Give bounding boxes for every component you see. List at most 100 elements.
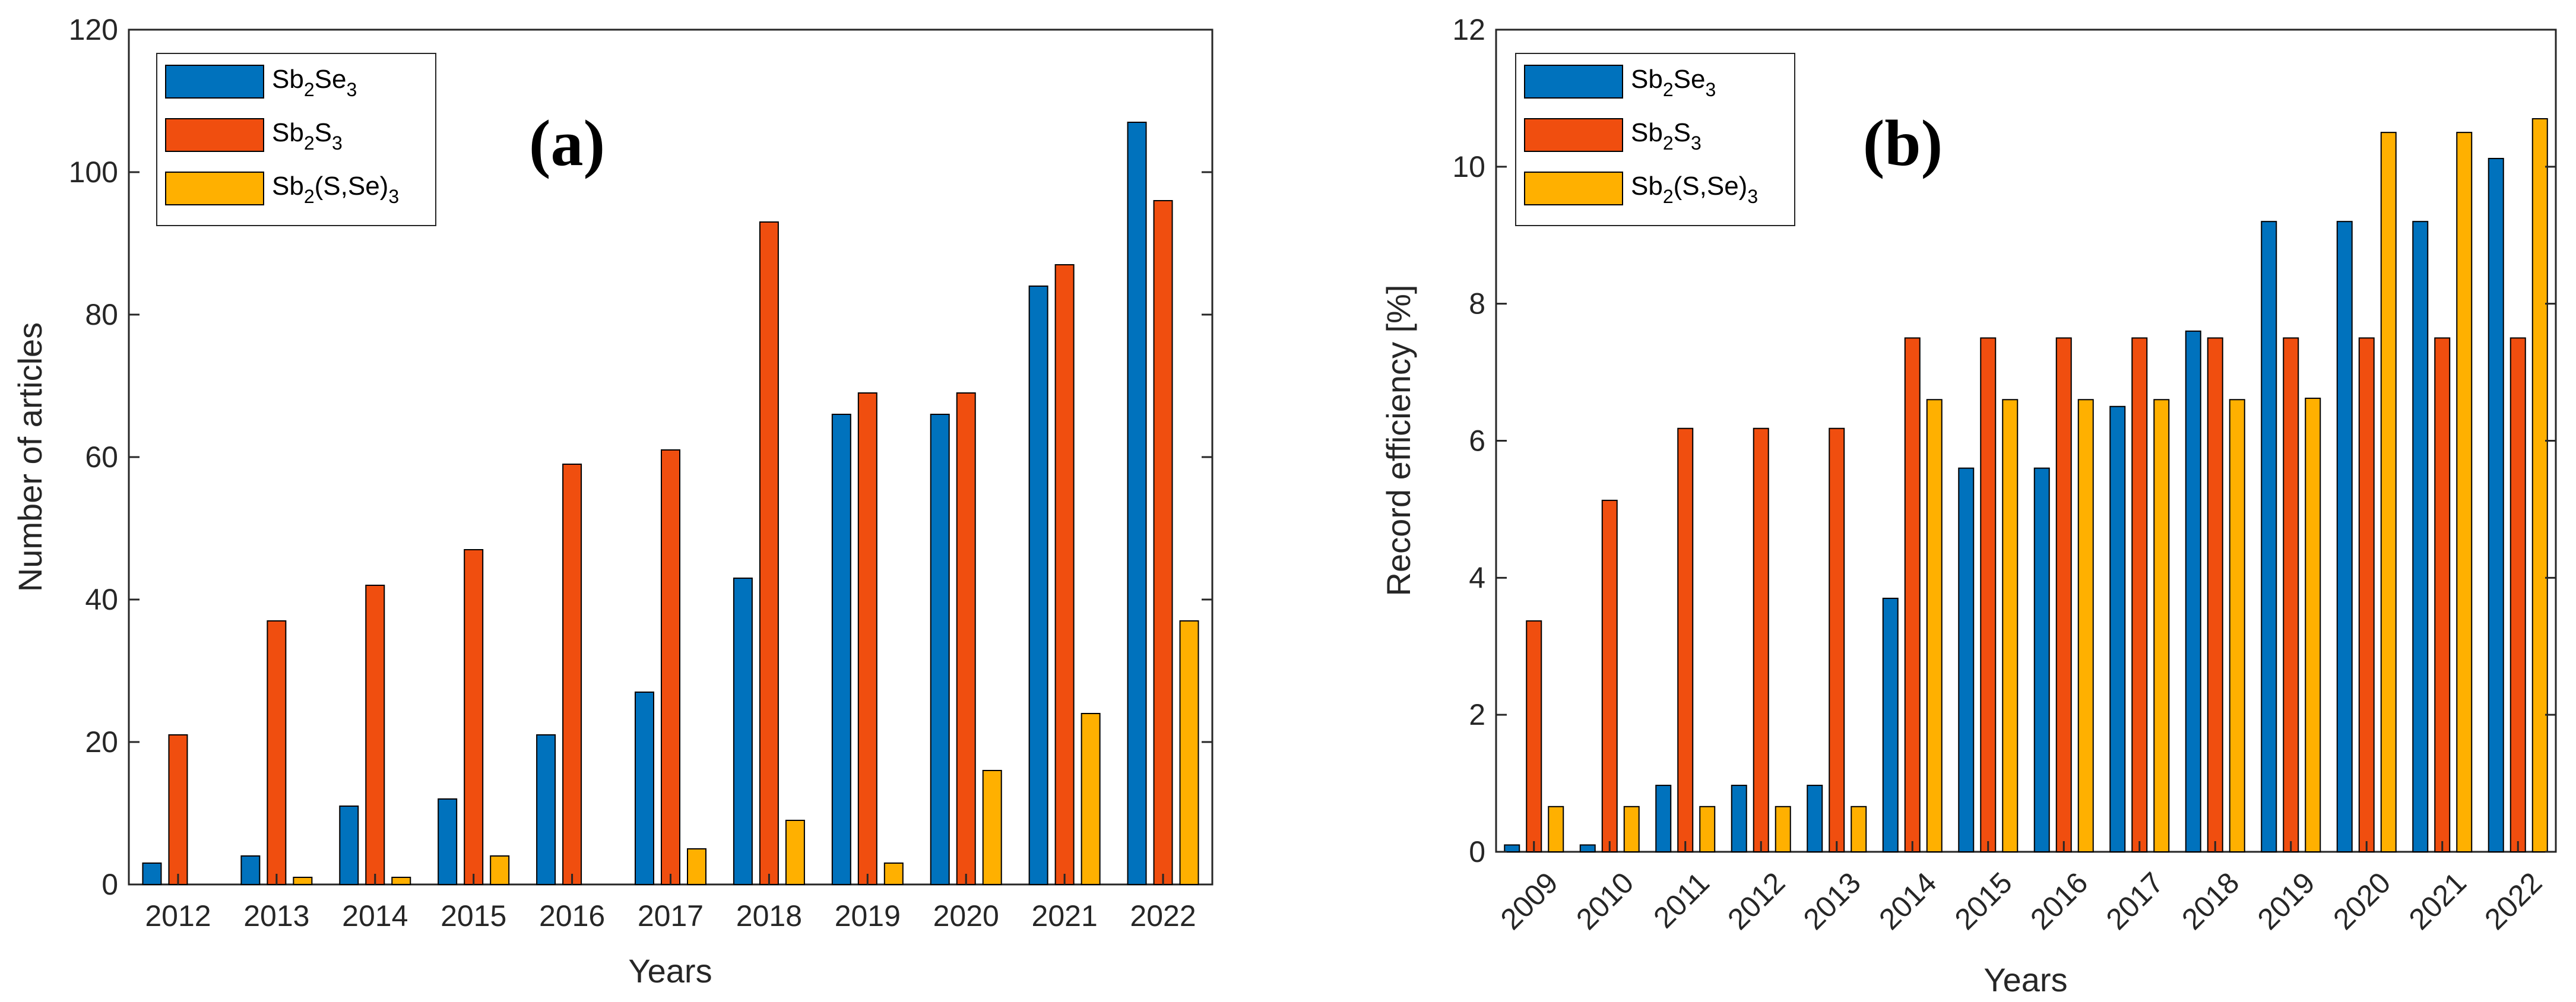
x-tick-label: 2013 [243,899,309,933]
bar-sb2s3-2015-b [1980,337,1997,853]
bar-sb2sse3-2020-a [982,770,1002,885]
bar-sb2s3-2013-b [1829,427,1845,852]
bars-b [1504,118,2548,853]
bar-sb2sse3-2014-a [391,877,411,885]
legend-swatch-sb2s3-a [165,118,264,152]
y-tick-label: 0 [1469,835,1485,868]
bar-sb2se3-2022-a [1127,122,1147,885]
legend-part: 2 [1663,186,1674,207]
bar-sb2sse3-2010-b [1623,806,1640,852]
panel-label-a: (a) [529,107,605,179]
x-tick-label: 2020 [933,899,999,933]
y-tick-label: 80 [85,298,118,331]
legend-label-sb2sse3-a: Sb2(S,Se)3 [272,172,399,207]
bar-sb2s3-2017-b [2131,337,2148,853]
bar-sb2s3-2016-b [2055,337,2072,853]
x-tick-label: 2015 [1948,866,2019,936]
legend-part: Sb [1631,172,1663,201]
bar-sb2se3-2018-b [2185,330,2201,852]
x-tick-label: 2018 [736,899,802,933]
y-tick-label: 8 [1469,287,1485,321]
legend-swatch-sb2sse3-a [165,172,264,205]
bar-sb2s3-2011-b [1677,427,1694,852]
bar-sb2s3-2017-a [661,449,680,885]
x-tick-label: 2018 [2175,866,2245,936]
bar-sb2se3-2016-a [536,734,556,885]
legend-label-sb2se3-b: Sb2Se3 [1631,65,1716,100]
bar-sb2sse3-2020-b [2380,132,2397,853]
bar-sb2se3-2014-b [1882,597,1899,853]
legend-label-sb2s3-b: Sb2S3 [1631,118,1702,154]
x-ticks-a: 2012 2013 2014 2015 2016 2017 2018 2019 2020 2021… [145,874,1196,933]
legend-label-sb2sse3-b: Sb2(S,Se)3 [1631,172,1758,207]
y-tick-label: 120 [69,13,118,46]
bar-sb2sse3-2015-a [490,855,510,885]
bar-sb2sse3-2013-a [293,877,313,885]
y-tick-label: 12 [1452,13,1485,46]
bar-sb2sse3-2013-b [1851,806,1867,852]
x-tick-label: 2012 [145,899,211,933]
bar-sb2s3-2018-b [2207,337,2223,853]
bar-sb2se3-2019-b [2261,221,2277,852]
y-axis-label-b: Record efficiency [%] [1380,285,1417,597]
x-tick-label: 2019 [835,899,901,933]
bar-sb2sse3-2022-b [2531,118,2548,852]
y-tick-label: 40 [85,583,118,616]
x-tick-label: 2016 [539,899,605,933]
legend-part: 3 [1705,79,1716,100]
bars-a [142,122,1199,885]
legend-part: 3 [1691,132,1702,154]
bar-sb2se3-2012-a [142,863,162,885]
bar-sb2s3-2021-b [2434,337,2451,853]
bar-sb2s3-2022-b [2510,337,2526,853]
x-tick-label: 2010 [1570,866,1640,936]
x-tick-label: 2012 [1721,866,1791,936]
legend-part: Sb [272,172,304,201]
y-tick-label: 6 [1469,424,1485,458]
bar-sb2s3-2014-b [1904,337,1921,853]
bar-sb2se3-2021-b [2412,221,2429,852]
x-tick-label: 2022 [1130,899,1196,933]
x-tick-label: 2019 [2251,866,2321,936]
bar-sb2sse3-2017-a [687,848,706,885]
y-tick-label: 0 [102,868,118,901]
bar-sb2s3-2020-b [2358,337,2375,853]
chart-panel-a: 0 20 40 60 80 100 120 2012 2013 2014 2015 2016 2017… [11,13,1213,990]
x-tick-label: 2015 [441,899,506,933]
legend-part: (S,Se) [1674,172,1748,201]
legend-part: Sb [272,118,304,147]
bar-sb2sse3-2021-b [2456,132,2473,853]
bar-sb2s3-2010-b [1601,499,1618,852]
bar-sb2sse3-2009-b [1548,806,1564,852]
legend-label-sb2s3-a: Sb2S3 [272,118,343,154]
legend-label-sb2se3-a: Sb2Se3 [272,65,357,100]
legend-part: 3 [332,132,343,154]
bar-sb2s3-2022-a [1153,200,1173,885]
bar-sb2s3-2016-a [562,464,582,885]
bar-sb2s3-2012-a [168,734,188,885]
bar-sb2se3-2017-b [2109,405,2126,852]
bar-sb2s3-2009-b [1526,620,1542,853]
bar-sb2se3-2019-a [831,414,851,885]
legend-part: 3 [388,186,399,207]
legend-part: S [315,118,332,147]
x-tick-label: 2020 [2327,866,2397,936]
bar-sb2sse3-2019-b [2305,397,2321,852]
bar-sb2se3-2015-a [438,798,458,885]
bar-sb2se3-2011-b [1655,785,1672,853]
bar-sb2sse3-2016-b [2077,399,2094,852]
x-axis-label-a: Years [628,952,712,990]
bar-sb2se3-2010-b [1579,844,1596,852]
y-ticks-b: 0 2 4 6 8 10 12 [1452,13,2556,868]
x-tick-label: 2011 [1647,866,1716,935]
panel-label-b: (b) [1863,107,1943,179]
y-tick-label: 4 [1469,561,1485,594]
bar-sb2s3-2013-a [267,620,287,885]
bar-sb2s3-2014-a [365,585,385,885]
legend-swatch-sb2se3-a [165,65,264,99]
bar-sb2sse3-2018-b [2229,399,2245,852]
y-tick-label: 100 [69,156,118,189]
legend-part: S [1674,118,1691,147]
bar-sb2sse3-2021-a [1081,713,1101,885]
